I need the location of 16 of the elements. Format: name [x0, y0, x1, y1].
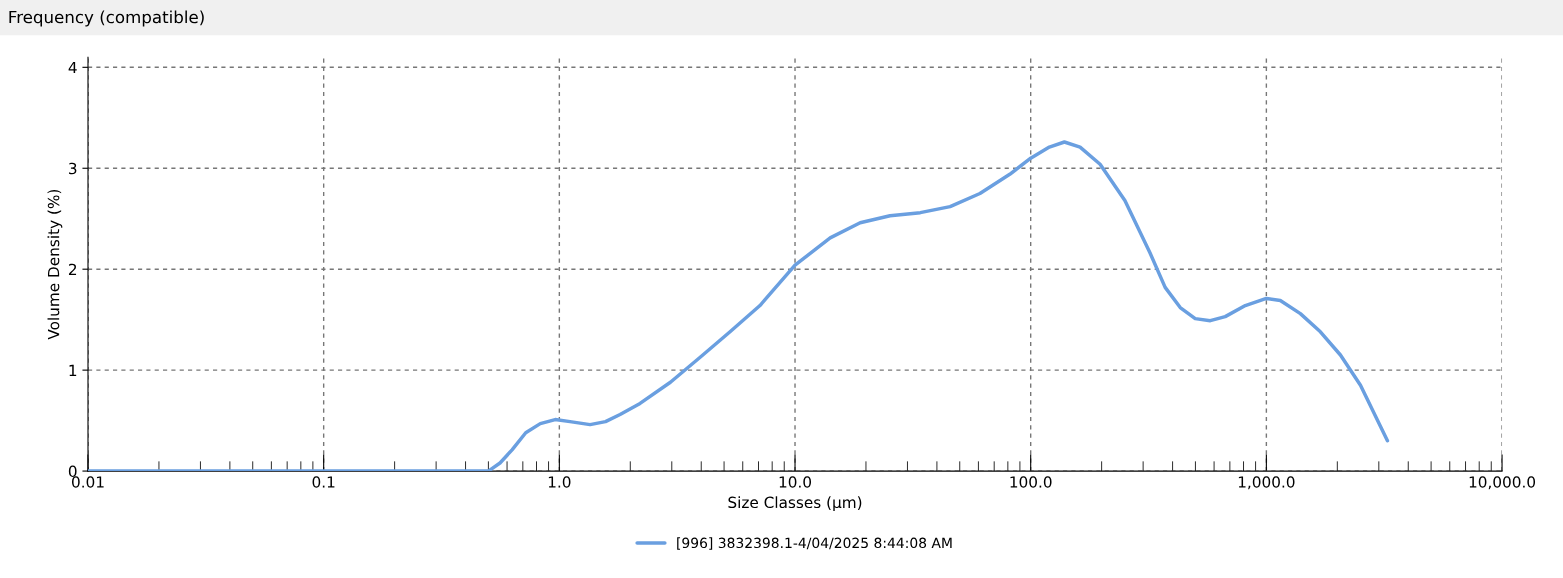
x-axis-title: Size Classes (µm): [728, 496, 862, 512]
x-tick-label: 1.0: [548, 476, 571, 488]
x-tick-label: 100.0: [1010, 476, 1052, 488]
chart-title: Frequency (compatible): [9, 10, 204, 27]
y-axis-title: Volume Density (%): [47, 189, 63, 340]
x-tick-label: 1,000.0: [1238, 476, 1295, 490]
y-tick-label: 2: [68, 263, 77, 275]
y-tick-label: 4: [68, 61, 77, 74]
y-tick-label: 3: [69, 162, 77, 175]
x-tick-label: 10.0: [779, 476, 812, 488]
legend-label: [996] 3832398.1-4/04/2025 8:44:08 AM: [677, 537, 952, 550]
y-tick-label: 1: [69, 364, 77, 376]
x-tick-label: 0.01: [72, 476, 104, 488]
x-tick-label: 10,000.0: [1469, 476, 1536, 490]
x-tick-label: 0.1: [312, 476, 335, 488]
y-tick-label: 0: [68, 465, 77, 478]
